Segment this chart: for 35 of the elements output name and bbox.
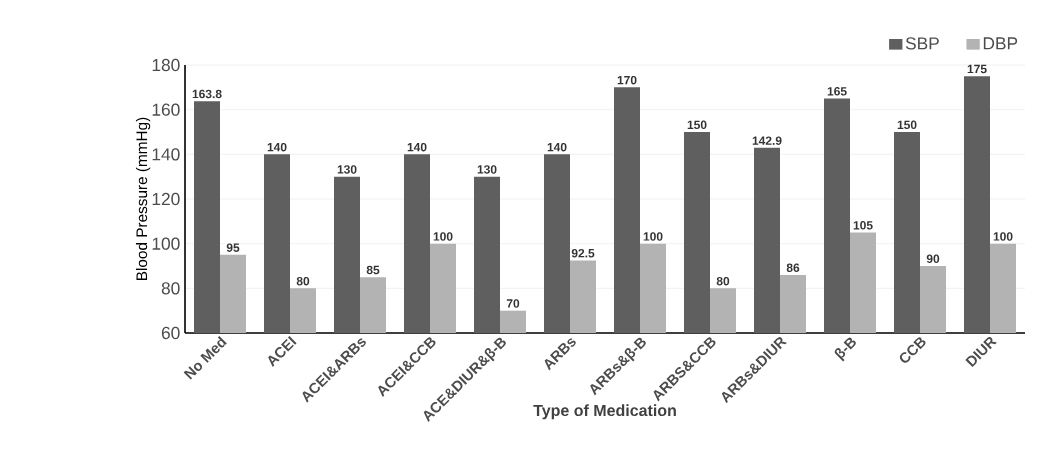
- legend-label: SBP: [905, 37, 939, 50]
- data-label: 105: [853, 221, 873, 230]
- data-label: 165: [827, 87, 847, 96]
- y-tick-label: 120: [152, 192, 180, 206]
- data-label: 90: [926, 254, 940, 264]
- y-axis-title: Blood Pressure (mmHg): [135, 117, 151, 280]
- data-label: 142.9: [752, 136, 782, 145]
- y-tick-label: 160: [152, 103, 180, 116]
- data-label: 170: [617, 75, 637, 85]
- data-label: 163.8: [192, 89, 222, 99]
- data-label: 150: [687, 120, 707, 130]
- y-tick-label: 80: [161, 282, 180, 295]
- y-tick-label: 100: [152, 237, 180, 250]
- data-label: 86: [786, 263, 800, 273]
- data-label: 100: [993, 232, 1013, 241]
- data-label: 140: [267, 142, 287, 152]
- x-axis-title: Type of Medication: [533, 404, 676, 420]
- data-label: 100: [643, 232, 663, 241]
- y-tick-label: 140: [152, 148, 180, 161]
- legend-label: DBP: [983, 37, 1018, 50]
- data-label: 175: [967, 64, 987, 74]
- data-label: 70: [506, 299, 520, 308]
- data-label: 95: [226, 243, 240, 252]
- data-label: 140: [547, 142, 567, 152]
- data-label: 80: [716, 276, 730, 286]
- y-tick-label: 60: [161, 326, 180, 340]
- data-label: 140: [407, 142, 427, 152]
- data-label: 100: [433, 232, 453, 241]
- y-tick-label: 180: [152, 58, 180, 72]
- data-label: 80: [296, 276, 310, 286]
- data-label: 92.5: [571, 248, 595, 258]
- data-label: 85: [366, 265, 380, 275]
- data-label: 130: [477, 165, 497, 174]
- data-label: 130: [337, 165, 357, 174]
- data-label: 150: [897, 120, 917, 130]
